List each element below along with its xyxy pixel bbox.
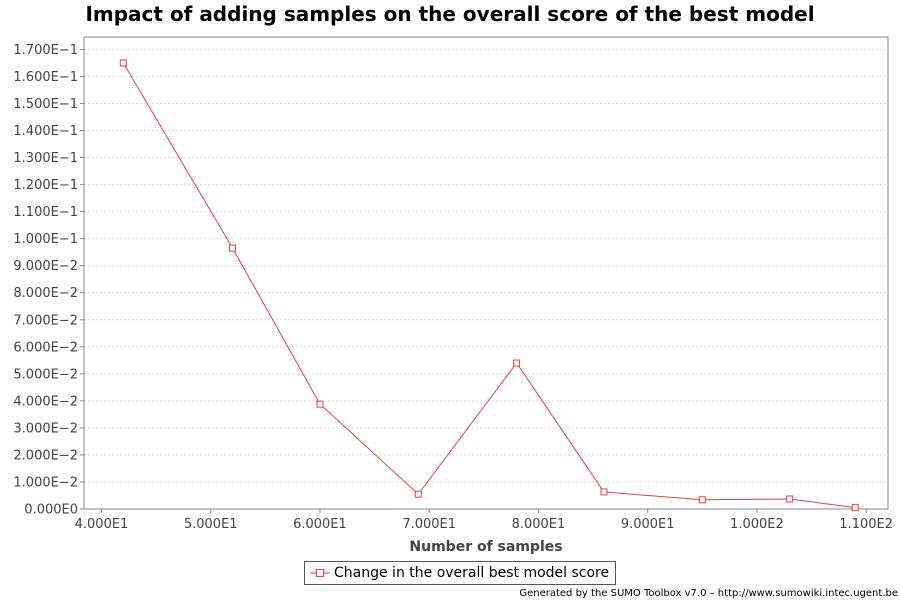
data-point bbox=[229, 244, 237, 252]
series-group bbox=[119, 59, 859, 512]
y-tick-label: 1.500E−1 bbox=[13, 97, 78, 112]
y-tick-label: 9.000E−2 bbox=[13, 259, 78, 274]
y-tick-label: 1.200E−1 bbox=[13, 178, 78, 193]
y-tick-label: 3.000E−2 bbox=[13, 421, 78, 436]
x-axis-ticks: 4.000E1 5.000E1 6.000E1 7.000E1 8.000E1 9.000… bbox=[75, 509, 893, 532]
grid-lines bbox=[84, 48, 888, 483]
y-tick-label: 1.300E−1 bbox=[13, 151, 78, 166]
plot-border bbox=[83, 36, 889, 510]
plot-area bbox=[84, 37, 888, 509]
axes bbox=[83, 36, 889, 510]
x-tick-label: 4.000E1 bbox=[75, 517, 129, 532]
x-tick-label: 7.000E1 bbox=[402, 517, 456, 532]
y-tick-label: 4.000E−2 bbox=[13, 394, 78, 409]
y-tick-label: 5.000E−2 bbox=[13, 367, 78, 382]
y-tick-label: 1.100E−1 bbox=[13, 205, 78, 220]
footer-credit: Generated by the SUMO Toolbox v7.0 – htt… bbox=[519, 588, 898, 599]
data-point bbox=[513, 359, 521, 367]
x-axis-title: Number of samples bbox=[409, 539, 562, 555]
x-tick-label: 5.000E1 bbox=[184, 517, 238, 532]
legend-label: Change in the overall best model score bbox=[334, 565, 610, 581]
y-tick-label: 2.000E−2 bbox=[13, 448, 78, 463]
data-point bbox=[851, 504, 859, 512]
y-tick-label: 1.400E−1 bbox=[13, 124, 78, 139]
x-tick-label: 6.000E1 bbox=[293, 517, 347, 532]
legend-swatch bbox=[310, 569, 330, 577]
y-tick-label: 7.000E−2 bbox=[13, 313, 78, 328]
y-tick-label: 6.000E−2 bbox=[13, 340, 78, 355]
data-point bbox=[316, 400, 324, 408]
data-point bbox=[119, 59, 127, 67]
chart-title: Impact of adding samples on the overall … bbox=[85, 2, 815, 26]
y-tick-label: 1.600E−1 bbox=[13, 70, 78, 85]
x-tick-label: 1.100E2 bbox=[839, 517, 893, 532]
y-tick-label: 1.000E−2 bbox=[13, 475, 78, 490]
x-tick-label: 8.000E1 bbox=[512, 517, 566, 532]
legend: Change in the overall best model score bbox=[304, 561, 617, 585]
x-tick-label: 1.000E2 bbox=[730, 517, 784, 532]
y-tick-label: 1.000E−1 bbox=[13, 232, 78, 247]
data-point bbox=[600, 488, 608, 496]
x-tick-label: 9.000E1 bbox=[621, 517, 675, 532]
y-tick-label: 1.700E−1 bbox=[13, 43, 78, 58]
data-point bbox=[414, 490, 422, 498]
y-tick-label: 0.000E0 bbox=[24, 503, 78, 518]
data-point bbox=[698, 496, 706, 504]
y-axis-ticks: 0.000E0 1.000E−2 2.000E−2 3.000E−2 4.000E−2 5… bbox=[13, 43, 84, 518]
y-tick-label: 8.000E−2 bbox=[13, 286, 78, 301]
data-point bbox=[786, 495, 794, 503]
